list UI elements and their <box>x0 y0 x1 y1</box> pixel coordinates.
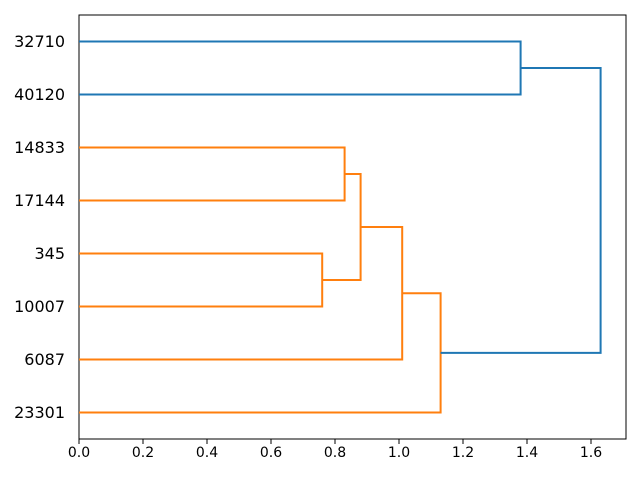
x-tick-label-1.2: 1.2 <box>451 445 475 461</box>
plot-border <box>78 14 627 440</box>
leaf-label-17144: 17144 <box>14 190 65 210</box>
x-tick-label-0.8: 0.8 <box>323 445 347 461</box>
x-tick-label-0.2: 0.2 <box>131 445 155 461</box>
x-tick-label-1.0: 1.0 <box>387 445 411 461</box>
dendrogram-link-L7 <box>440 67 602 354</box>
dendrogram-link-L3 <box>322 173 362 281</box>
x-tick-label-1.6: 1.6 <box>579 445 603 461</box>
leaf-label-23301: 23301 <box>14 402 65 422</box>
leaf-label-32710: 32710 <box>14 31 65 51</box>
dendrogram-link-L4 <box>79 226 404 361</box>
x-tick-label-0.6: 0.6 <box>259 445 283 461</box>
x-tick-label-0.4: 0.4 <box>195 445 219 461</box>
x-tick-label-1.4: 1.4 <box>515 445 539 461</box>
leaf-label-345: 345 <box>34 243 65 263</box>
dendrogram-link-L6 <box>79 40 522 96</box>
leaf-label-10007: 10007 <box>14 296 65 316</box>
dendrogram-link-L5 <box>79 292 442 414</box>
dendrogram-link-L1 <box>79 146 346 202</box>
x-tick-label-0.0: 0.0 <box>67 445 91 461</box>
leaf-label-6087: 6087 <box>24 349 65 369</box>
leaf-label-14833: 14833 <box>14 137 65 157</box>
dendrogram-link-L2 <box>79 252 324 308</box>
leaf-label-40120: 40120 <box>14 84 65 104</box>
